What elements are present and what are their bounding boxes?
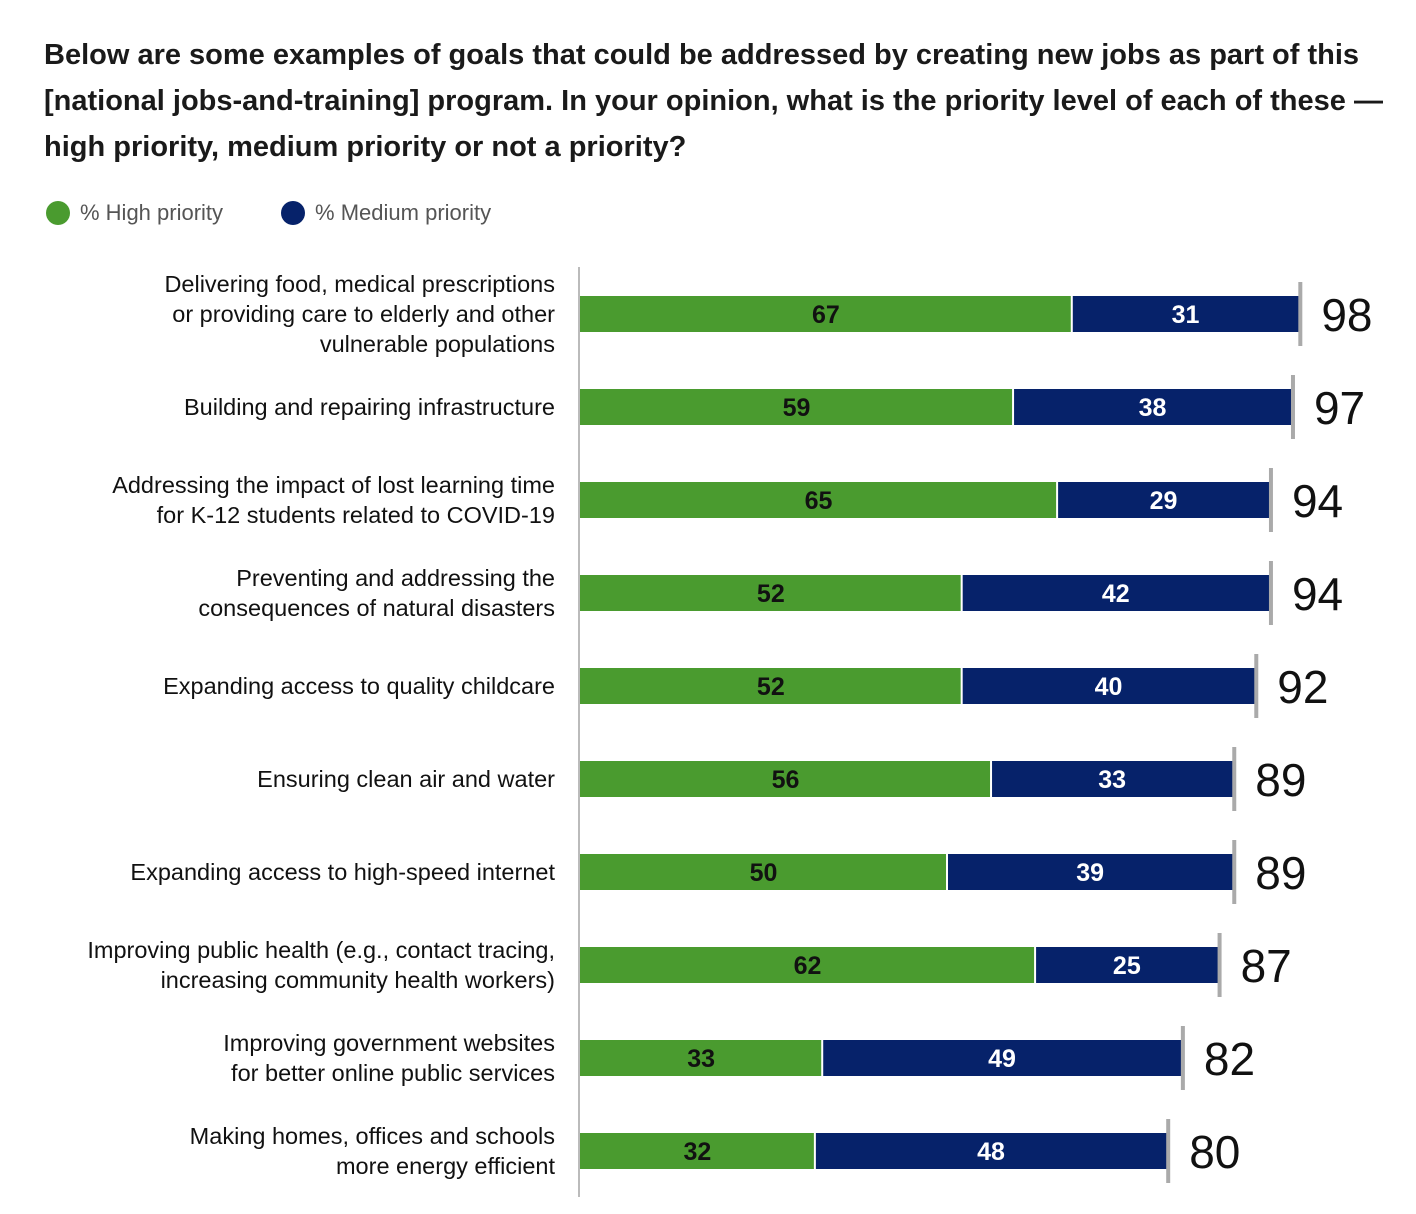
data-label-high: 62 [794,952,822,980]
category-label: Making homes, offices and schools more e… [189,1123,555,1179]
category-label: Improving public health (e.g., contact t… [87,937,555,993]
category-label: Expanding access to high-speed internet [130,859,555,885]
total-label: 97 [1314,382,1365,434]
data-label-medium: 38 [1139,394,1167,422]
data-label-medium: 29 [1150,487,1178,515]
bar-medium [962,668,1256,704]
bar-high [580,947,1035,983]
bar-high [580,668,961,704]
bar-high [580,1040,822,1076]
bar-high [580,482,1057,518]
data-label-high: 52 [757,580,785,608]
chart-title: Below are some examples of goals that co… [44,39,1383,163]
total-label: 89 [1255,847,1306,899]
category-label: Building and repairing infrastructure [184,394,555,420]
data-label-medium: 49 [988,1045,1016,1073]
total-label: 92 [1277,661,1328,713]
data-label-medium: 25 [1113,952,1141,980]
bar-high [580,1133,814,1169]
legend-item-medium: % Medium priority [281,200,491,226]
bar-high [580,575,961,611]
data-label-high: 52 [757,673,785,701]
data-label-medium: 42 [1102,580,1130,608]
category-label: Ensuring clean air and water [257,766,555,792]
total-label: 87 [1241,940,1292,992]
legend: % High priority % Medium priority [46,200,491,226]
data-label-medium: 48 [977,1138,1005,1166]
data-label-medium: 33 [1098,766,1126,794]
data-label-high: 65 [805,487,833,515]
total-label: 94 [1292,568,1343,620]
total-label: 82 [1204,1033,1255,1085]
total-label: 98 [1321,289,1372,341]
bar-medium [1072,296,1300,332]
legend-item-high: % High priority [46,200,223,226]
data-label-medium: 31 [1172,301,1200,329]
bar-medium [948,854,1234,890]
data-label-high: 50 [750,859,778,887]
data-label-high: 32 [684,1138,712,1166]
total-label: 89 [1255,754,1306,806]
bar-high [580,854,946,890]
bar-medium [1058,482,1270,518]
category-label: Expanding access to quality childcare [163,673,555,699]
bar-medium [992,761,1234,797]
total-label: 80 [1189,1126,1240,1178]
data-label-high: 56 [772,766,800,794]
legend-label-medium: % Medium priority [315,200,492,225]
total-label: 94 [1292,475,1343,527]
bar-high [580,761,991,797]
data-label-high: 33 [687,1045,715,1073]
legend-label-high: % High priority [80,200,224,225]
data-label-high: 59 [783,394,811,422]
bar-high [580,389,1013,425]
data-label-medium: 39 [1076,859,1104,887]
legend-swatch-medium [281,201,306,225]
bar-high [580,296,1071,332]
bar-medium [823,1040,1182,1076]
category-label: Addressing the impact of lost learning t… [112,472,555,528]
category-label: Delivering food, medical prescriptions o… [164,271,555,357]
category-label: Improving government websites for better… [223,1030,555,1086]
data-label-high: 67 [812,301,840,329]
bar-medium [815,1133,1168,1169]
bar-medium [1014,389,1292,425]
bar-medium [962,575,1270,611]
category-label: Preventing and addressing the consequenc… [198,565,555,621]
data-label-medium: 40 [1095,673,1123,701]
legend-swatch-high [46,201,70,225]
bar-medium [1036,947,1219,983]
